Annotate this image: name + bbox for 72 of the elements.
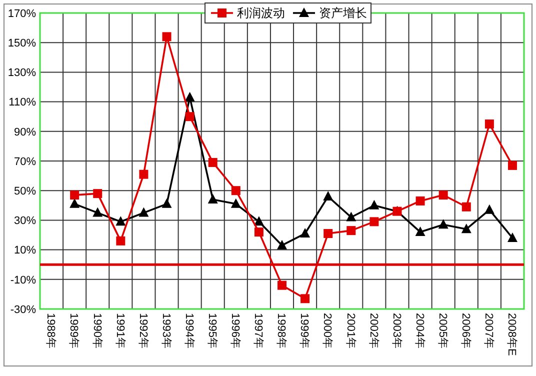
y-tick-label: 30% (14, 215, 36, 228)
point (461, 224, 472, 234)
point (369, 200, 380, 210)
x-tick-label: 1995年 (206, 313, 218, 348)
x-tick-label: 1997年 (252, 313, 264, 348)
point (70, 190, 80, 200)
x-tick-label: 1989年 (68, 313, 80, 348)
point (323, 191, 334, 201)
point (208, 194, 218, 204)
point (507, 232, 518, 242)
point (184, 92, 195, 102)
point (300, 228, 310, 238)
x-tick-label: 2003年 (390, 313, 402, 348)
y-tick-label: 10% (14, 244, 36, 257)
point (208, 158, 218, 167)
x-tick-label: 1992年 (136, 313, 149, 348)
point (138, 207, 149, 217)
point (484, 204, 494, 214)
x-tick-label: 2002年 (367, 313, 380, 348)
x-tick-label: 1990年 (90, 313, 103, 348)
y-tick-label: 130% (8, 67, 36, 80)
point (300, 294, 310, 304)
point (438, 219, 448, 229)
point (370, 217, 379, 226)
point (185, 112, 194, 122)
x-tick-label: 2005年 (436, 313, 448, 348)
point (162, 32, 172, 42)
point (346, 212, 356, 222)
point (70, 198, 80, 208)
x-tick-label: 1998年 (275, 313, 288, 348)
point (139, 170, 148, 179)
point (324, 229, 333, 238)
x-tick-label: 1996年 (229, 313, 242, 348)
y-tick-label: 70% (14, 156, 36, 168)
point (116, 216, 126, 226)
point (254, 228, 264, 237)
x-tick-label: 1994年 (182, 313, 195, 348)
point (231, 186, 240, 196)
y-tick-label: 90% (14, 126, 36, 138)
x-tick-label: 2000年 (321, 313, 334, 348)
x-tick-label: 1988年 (44, 313, 57, 348)
y-tick-label: -10% (10, 274, 36, 286)
point (278, 280, 286, 290)
point (346, 226, 356, 236)
legend-label: 资产增长 (319, 6, 367, 20)
point (438, 190, 448, 200)
x-tick-label: 1993年 (160, 313, 172, 348)
y-tick-label: 150% (8, 37, 36, 50)
x-tick-label: 2001年 (344, 313, 356, 348)
point (116, 236, 126, 246)
x-tick-label: 2004年 (413, 313, 426, 348)
y-tick-label: 50% (14, 185, 36, 198)
point (162, 198, 172, 208)
x-tick-label: 2008年E (506, 313, 518, 356)
point (92, 207, 103, 217)
x-tick-label: 1991年 (114, 313, 126, 348)
y-tick-label: -30% (10, 304, 36, 316)
y-tick-label: 170% (8, 8, 36, 20)
point (416, 196, 425, 206)
point (277, 240, 287, 250)
point (462, 202, 471, 212)
legend-label: 利润波动 (237, 6, 285, 20)
point (254, 216, 264, 226)
point (508, 160, 517, 170)
y-tick-label: 110% (8, 96, 36, 109)
point (415, 226, 426, 236)
x-tick-label: 2006年 (460, 313, 472, 348)
point (93, 189, 102, 198)
point (230, 198, 241, 208)
x-tick-label: 1999年 (298, 313, 310, 348)
x-tick-label: 2007年 (482, 313, 495, 348)
point (484, 120, 494, 128)
